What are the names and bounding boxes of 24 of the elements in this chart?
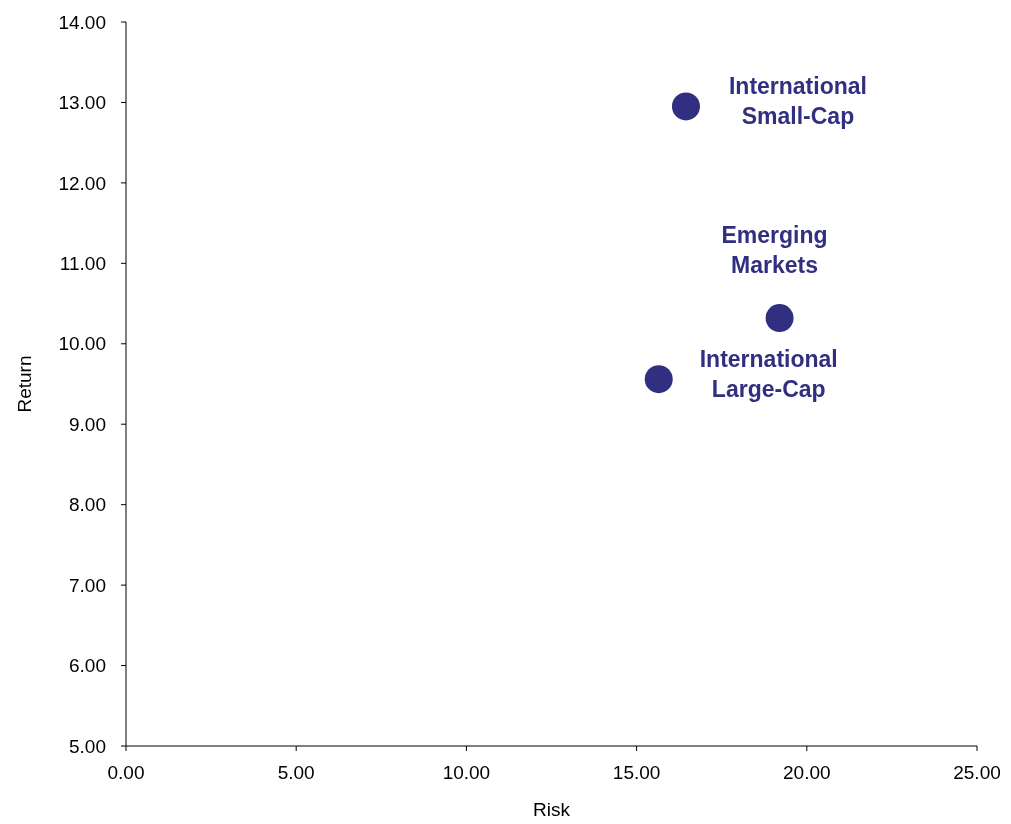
point (765, 304, 794, 333)
y-tick-label: 11.00 (59, 252, 106, 274)
y-tick-label: 8.00 (69, 494, 106, 516)
x-axis-title: Risk (533, 799, 571, 820)
y-tick-label: 13.00 (58, 92, 106, 114)
series-label: International Large-Cap (699, 346, 838, 403)
series-label: International Small-Cap (728, 73, 867, 130)
x-tick-label: 10.00 (442, 762, 491, 783)
x-tick-label: 15.00 (612, 762, 661, 783)
text: Emerging Markets (721, 222, 828, 279)
x-tick-label: 5.00 (277, 762, 315, 783)
point (671, 92, 700, 121)
point (644, 365, 673, 394)
y-tick-label: 14.00 (58, 11, 106, 33)
y-tick-label: 6.00 (69, 655, 106, 677)
y-tick-label: 5.00 (69, 735, 106, 757)
y-axis-title: Return (14, 355, 35, 413)
y-tick-label: 12.00 (58, 172, 106, 194)
y-tick-label: 9.00 (69, 413, 106, 435)
y-tick-label: 7.00 (69, 574, 106, 596)
x-tick-label: 25.00 (953, 762, 1001, 783)
x-tick-label: 0.00 (107, 762, 145, 783)
y-tick-label: 10.00 (58, 333, 106, 355)
x-tick-label: 20.00 (783, 762, 831, 783)
